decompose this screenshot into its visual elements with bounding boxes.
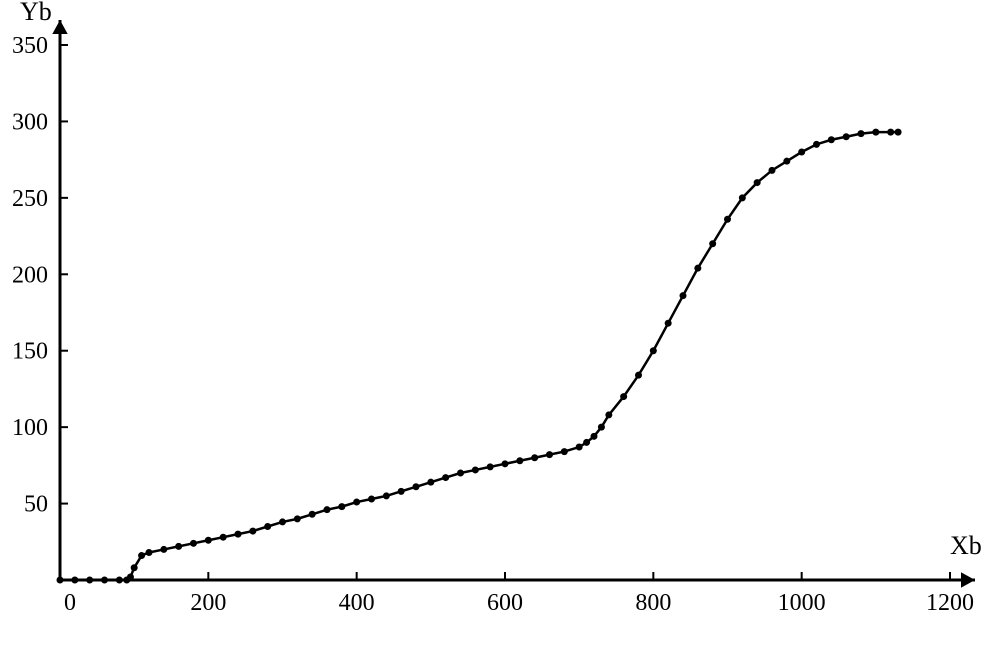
data-point [605, 411, 612, 418]
data-point [769, 167, 776, 174]
data-point [724, 216, 731, 223]
x-tick-label: 0 [64, 590, 76, 616]
data-point [101, 577, 108, 584]
data-point [413, 483, 420, 490]
data-point [472, 466, 479, 473]
y-tick-label: 150 [12, 339, 48, 365]
y-tick-label: 300 [12, 109, 48, 135]
x-tick-label: 200 [190, 590, 226, 616]
data-point [116, 577, 123, 584]
data-point [138, 552, 145, 559]
x-tick-label: 600 [487, 590, 523, 616]
data-point [264, 523, 271, 530]
data-point [131, 564, 138, 571]
data-point [398, 488, 405, 495]
data-point [531, 454, 538, 461]
data-point [205, 537, 212, 544]
y-tick-label: 100 [12, 415, 48, 441]
data-point [576, 444, 583, 451]
data-point [235, 531, 242, 538]
data-point [279, 518, 286, 525]
x-axis-label: Xb [950, 531, 982, 560]
y-tick-label: 200 [12, 262, 48, 288]
data-point [887, 129, 894, 136]
data-point [368, 495, 375, 502]
data-point [754, 179, 761, 186]
data-point [309, 511, 316, 518]
data-point [739, 194, 746, 201]
data-point [895, 129, 902, 136]
data-point [828, 136, 835, 143]
data-point [487, 463, 494, 470]
line-chart: 0 200 400 600 800 1000 1200 50 100 150 200 250 300 35… [0, 0, 1000, 647]
data-point [146, 549, 153, 556]
chart-container: 0 200 400 600 800 1000 1200 50 100 150 200 250 300 35… [0, 0, 1000, 647]
data-point [546, 451, 553, 458]
data-point [457, 470, 464, 477]
data-point [709, 240, 716, 247]
data-point [858, 130, 865, 137]
data-point [160, 546, 167, 553]
data-point [442, 474, 449, 481]
data-point [598, 424, 605, 431]
data-point [561, 448, 568, 455]
data-point [502, 460, 509, 467]
data-point [620, 393, 627, 400]
y-tick-label: 250 [12, 186, 48, 212]
data-point [516, 457, 523, 464]
data-point [680, 292, 687, 299]
data-point [175, 543, 182, 550]
data-point [591, 433, 598, 440]
data-point [294, 515, 301, 522]
data-point [324, 506, 331, 513]
data-point [650, 347, 657, 354]
data-point [383, 492, 390, 499]
data-point [583, 439, 590, 446]
data-point [427, 479, 434, 486]
data-point [843, 133, 850, 140]
data-point [86, 577, 93, 584]
data-point [353, 499, 360, 506]
x-tick-label: 400 [339, 590, 375, 616]
data-point [220, 534, 227, 541]
data-point [798, 149, 805, 156]
data-point [249, 528, 256, 535]
data-point [635, 372, 642, 379]
y-axis-label: Yb [20, 0, 52, 26]
data-point [694, 265, 701, 272]
data-point [783, 158, 790, 165]
data-point [190, 540, 197, 547]
data-point [665, 320, 672, 327]
x-tick-label: 1000 [778, 590, 826, 616]
data-point [872, 129, 879, 136]
x-tick-label: 1200 [926, 590, 974, 616]
data-point [813, 141, 820, 148]
data-point [71, 577, 78, 584]
data-point [57, 577, 64, 584]
y-tick-label: 50 [24, 492, 48, 518]
data-point [127, 573, 134, 580]
x-tick-label: 800 [635, 590, 671, 616]
y-tick-label: 350 [12, 33, 48, 59]
data-point [338, 503, 345, 510]
